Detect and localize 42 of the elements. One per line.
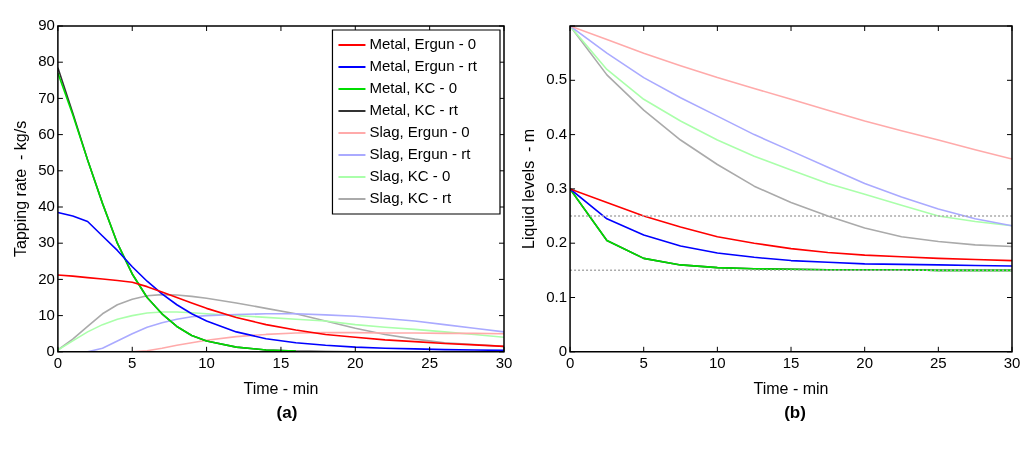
x-tick-label: 5 — [639, 353, 648, 371]
x-tick-label: 5 — [128, 353, 137, 371]
x-axis-title: Time - min — [753, 379, 829, 397]
legend-label: Slag, KC - 0 — [369, 167, 451, 185]
y-tick-label: 0.2 — [546, 233, 568, 251]
x-tick-label: 15 — [782, 353, 800, 371]
legend-label: Metal, KC - 0 — [369, 79, 457, 97]
legend-label: Slag, Ergun - 0 — [369, 123, 470, 141]
x-tick-label: 20 — [346, 353, 364, 371]
x-tick-label: 15 — [272, 353, 290, 371]
x-tick-label: 25 — [930, 353, 947, 371]
legend-label: Slag, Ergun - rt — [369, 145, 472, 163]
legend-label: Metal, Ergun - 0 — [369, 35, 477, 53]
text: (b) — [783, 403, 807, 423]
y-tick-label: 20 — [38, 269, 55, 287]
x-tick-label: 30 — [1003, 353, 1021, 371]
text: (a) — [275, 403, 299, 423]
y-tick-label: 80 — [38, 52, 55, 70]
y-tick-label: 30 — [38, 233, 55, 251]
y-tick-label: 0 — [46, 341, 55, 359]
y-tick-label: 60 — [38, 124, 55, 142]
x-tick-label: 30 — [495, 353, 513, 371]
y-axis-title: Tapping rate - kg/s — [12, 120, 30, 257]
y-tick-label: 0.1 — [546, 287, 568, 305]
legend-label: Slag, KC - rt — [369, 189, 452, 207]
x-tick-label: 20 — [856, 353, 874, 371]
y-tick-label: 0.4 — [546, 124, 568, 142]
x-axis-title: Time - min — [243, 379, 319, 397]
y-tick-label: 50 — [38, 160, 55, 178]
y-tick-label: 40 — [38, 197, 55, 215]
x-tick-label: 25 — [421, 353, 438, 371]
y-tick-label: 0.5 — [546, 70, 568, 88]
y-tick-label: 10 — [38, 305, 55, 323]
y-tick-label: 0 — [558, 341, 568, 359]
y-tick-label: 0.3 — [546, 179, 568, 197]
y-axis-title: Liquid levels - m — [520, 128, 538, 249]
x-tick-label: 10 — [709, 353, 726, 371]
x-tick-label: 10 — [198, 353, 215, 371]
legend-label: Metal, Ergun - rt — [369, 57, 478, 75]
y-tick-label: 70 — [38, 88, 55, 106]
y-tick-label: 90 — [38, 16, 55, 34]
legend-label: Metal, KC - rt — [369, 101, 459, 119]
